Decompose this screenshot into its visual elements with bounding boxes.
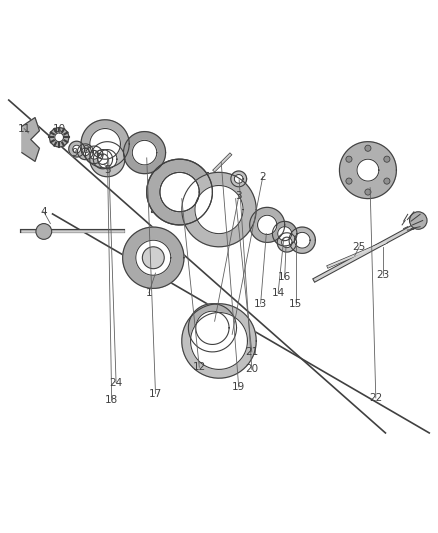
Polygon shape — [339, 142, 396, 199]
Polygon shape — [147, 159, 212, 225]
Polygon shape — [81, 148, 89, 156]
Polygon shape — [278, 227, 292, 241]
Circle shape — [346, 156, 352, 162]
Polygon shape — [282, 237, 292, 248]
Text: 2: 2 — [259, 172, 266, 182]
Polygon shape — [22, 118, 39, 161]
Polygon shape — [258, 215, 277, 235]
Polygon shape — [90, 128, 120, 159]
Polygon shape — [78, 144, 93, 159]
Text: 20: 20 — [245, 365, 258, 374]
Bar — [151, 172, 208, 212]
Text: 8: 8 — [82, 146, 89, 156]
Text: 19: 19 — [232, 382, 245, 392]
Circle shape — [346, 178, 352, 184]
Text: 10: 10 — [53, 124, 66, 134]
Polygon shape — [85, 146, 103, 164]
Polygon shape — [188, 304, 237, 352]
Polygon shape — [55, 133, 64, 142]
Polygon shape — [90, 150, 99, 159]
Polygon shape — [124, 132, 166, 174]
Polygon shape — [98, 154, 108, 165]
Polygon shape — [136, 240, 171, 275]
Text: 6: 6 — [95, 150, 102, 160]
Polygon shape — [289, 227, 315, 253]
Text: 15: 15 — [289, 298, 302, 309]
Polygon shape — [272, 221, 297, 246]
Text: 17: 17 — [149, 389, 162, 399]
Text: 11: 11 — [18, 124, 31, 134]
Text: 22: 22 — [369, 393, 382, 403]
Polygon shape — [160, 172, 199, 212]
Polygon shape — [234, 174, 243, 183]
Polygon shape — [147, 159, 212, 225]
Polygon shape — [49, 128, 69, 147]
Polygon shape — [294, 232, 310, 248]
Text: 14: 14 — [272, 288, 285, 298]
Circle shape — [36, 223, 52, 239]
Text: 24: 24 — [110, 377, 123, 387]
Polygon shape — [69, 141, 85, 157]
Circle shape — [365, 145, 371, 151]
Circle shape — [410, 212, 427, 229]
Circle shape — [384, 178, 390, 184]
Polygon shape — [73, 145, 81, 153]
Polygon shape — [277, 233, 297, 252]
Text: 4: 4 — [40, 207, 47, 217]
Circle shape — [384, 156, 390, 162]
Text: 3: 3 — [235, 191, 242, 201]
Polygon shape — [90, 142, 125, 177]
Text: 9: 9 — [71, 148, 78, 158]
Text: 25: 25 — [353, 242, 366, 252]
Text: 13: 13 — [254, 298, 267, 309]
Polygon shape — [81, 120, 129, 168]
Circle shape — [142, 247, 164, 269]
Polygon shape — [98, 150, 117, 169]
Polygon shape — [182, 304, 256, 378]
Text: 21: 21 — [245, 347, 258, 357]
Text: 23: 23 — [377, 270, 390, 280]
Circle shape — [365, 189, 371, 195]
Polygon shape — [123, 227, 184, 288]
Polygon shape — [250, 207, 285, 243]
Polygon shape — [231, 171, 247, 187]
Text: 16: 16 — [278, 272, 291, 282]
Polygon shape — [195, 185, 243, 233]
Polygon shape — [191, 312, 247, 369]
Text: 5: 5 — [104, 165, 111, 175]
Polygon shape — [357, 159, 379, 181]
Text: 1: 1 — [145, 288, 152, 298]
Polygon shape — [93, 150, 113, 169]
Polygon shape — [196, 311, 229, 344]
Text: 12: 12 — [193, 362, 206, 372]
Polygon shape — [132, 140, 157, 165]
Polygon shape — [160, 172, 199, 212]
Text: 18: 18 — [105, 395, 118, 405]
Polygon shape — [182, 172, 256, 247]
